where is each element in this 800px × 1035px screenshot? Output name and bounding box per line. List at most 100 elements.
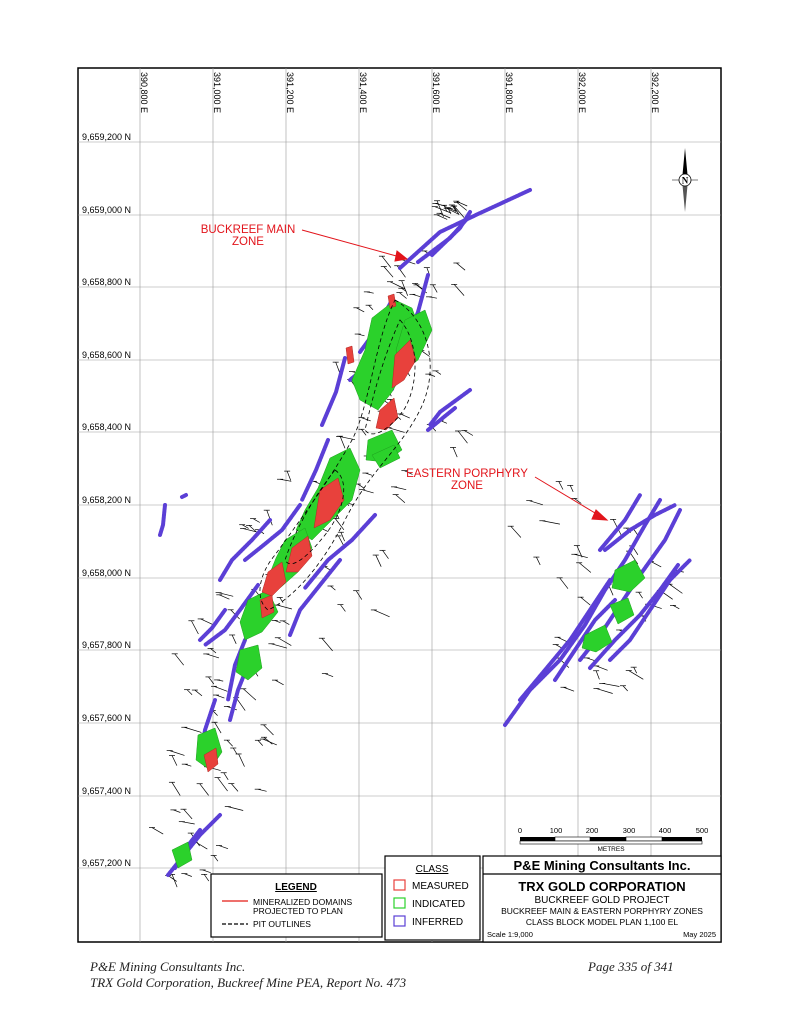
drillhole-trace bbox=[217, 777, 228, 792]
drillhole-trace bbox=[628, 670, 644, 680]
drillhole-trace bbox=[171, 782, 181, 796]
scale-tick-label: 400 bbox=[659, 826, 672, 835]
drillhole-trace bbox=[324, 673, 334, 678]
drillhole-trace bbox=[231, 783, 239, 792]
drillhole-trace bbox=[279, 597, 284, 603]
drillhole-trace bbox=[596, 665, 608, 671]
drillhole-trace bbox=[206, 653, 220, 659]
drillhole-trace bbox=[602, 682, 620, 687]
scale-tick-label: 0 bbox=[518, 826, 522, 835]
northing-label: 9,657,200 N bbox=[82, 858, 131, 868]
drillhole-trace bbox=[335, 362, 341, 374]
drillhole-trace bbox=[355, 590, 363, 600]
drillhole-trace bbox=[194, 689, 203, 697]
easting-label: 391,000 E bbox=[212, 72, 222, 113]
easting-label: 391,400 E bbox=[358, 72, 368, 113]
drillhole-trace bbox=[173, 809, 181, 813]
easting-label: 390,800 E bbox=[139, 72, 149, 113]
drillhole-trace bbox=[557, 636, 568, 643]
drillhole-trace bbox=[183, 808, 193, 820]
drillhole-trace bbox=[252, 518, 260, 523]
drillhole-trace bbox=[243, 688, 257, 701]
drillhole-trace bbox=[263, 724, 274, 736]
drillhole-trace bbox=[361, 417, 371, 422]
drillhole-trace bbox=[576, 545, 583, 558]
drillhole-trace bbox=[457, 430, 468, 444]
drillhole-trace bbox=[373, 609, 390, 618]
drillhole-trace bbox=[223, 772, 229, 780]
drillhole-trace bbox=[277, 637, 292, 646]
northing-label: 9,658,600 N bbox=[82, 350, 131, 360]
drillhole-trace bbox=[563, 686, 575, 692]
drillhole-trace bbox=[383, 266, 394, 278]
drillhole-trace bbox=[218, 845, 229, 850]
drillhole-trace bbox=[324, 566, 331, 571]
drillhole-trace bbox=[393, 486, 407, 491]
drillhole-trace bbox=[282, 620, 290, 625]
legend-mineralized-label: MINERALIZED DOMAINS bbox=[253, 897, 353, 907]
drillhole-trace bbox=[339, 436, 346, 449]
drillhole-trace bbox=[558, 481, 564, 490]
inferred-blocks bbox=[158, 188, 692, 877]
drillhole-trace bbox=[404, 470, 413, 475]
northing-label: 9,659,200 N bbox=[82, 132, 131, 142]
drillhole-trace bbox=[241, 524, 249, 529]
main-zone-label: BUCKREEF MAIN bbox=[201, 224, 296, 236]
drillhole-trace bbox=[510, 525, 522, 538]
drillhole-trace bbox=[257, 740, 263, 746]
easting-label: 392,200 E bbox=[650, 72, 660, 113]
drillhole-trace bbox=[574, 553, 588, 559]
drillhole-trace bbox=[452, 447, 458, 458]
legend-pit-label: PIT OUTLINES bbox=[253, 919, 311, 929]
easting-label: 391,600 E bbox=[431, 72, 441, 113]
drillhole-trace bbox=[184, 726, 202, 733]
drillhole-trace bbox=[381, 255, 392, 268]
drillhole-trace bbox=[399, 292, 407, 299]
drillhole-trace bbox=[453, 205, 465, 218]
class-legend-item: MEASURED bbox=[412, 881, 469, 892]
class-legend-title: CLASS bbox=[416, 864, 449, 875]
drillhole-trace bbox=[456, 202, 467, 211]
drillhole-trace bbox=[529, 500, 544, 506]
drillhole-trace bbox=[200, 618, 214, 625]
drillhole-trace bbox=[669, 583, 683, 594]
drillhole-trace bbox=[436, 214, 448, 220]
drillhole-trace bbox=[203, 874, 210, 882]
date-text: May 2025 bbox=[683, 930, 716, 939]
drillhole-trace bbox=[151, 827, 164, 835]
drillhole-trace bbox=[439, 212, 451, 219]
drillhole-trace bbox=[214, 722, 222, 734]
drillhole-trace bbox=[536, 556, 541, 566]
drillhole-trace bbox=[580, 596, 591, 606]
northing-label: 9,657,800 N bbox=[82, 640, 131, 650]
drillhole-trace bbox=[274, 620, 281, 624]
drillhole-trace bbox=[271, 643, 287, 649]
drillhole-trace bbox=[257, 788, 267, 792]
drillhole-trace bbox=[435, 370, 442, 375]
drillhole-trace bbox=[586, 657, 596, 662]
drillhole-trace bbox=[428, 373, 436, 377]
drillhole-trace bbox=[227, 806, 244, 811]
legend-title: LEGEND bbox=[275, 882, 317, 893]
legend-box: LEGEND MINERALIZED DOMAINS PROJECTED TO … bbox=[210, 873, 383, 938]
drillhole-trace bbox=[650, 561, 662, 568]
drillhole-trace bbox=[435, 203, 447, 207]
drillhole-trace bbox=[199, 783, 209, 796]
drillhole-trace bbox=[456, 200, 468, 207]
drillhole-trace bbox=[215, 694, 225, 699]
drillhole-trace bbox=[212, 710, 218, 716]
class-legend-item: INDICATED bbox=[412, 899, 465, 910]
drillhole-trace bbox=[365, 472, 373, 476]
drillhole-trace bbox=[181, 821, 195, 825]
drillhole-trace bbox=[368, 304, 374, 311]
drillhole-trace bbox=[226, 739, 233, 747]
drillhole-trace bbox=[361, 429, 367, 436]
scale-tick-label: 200 bbox=[586, 826, 599, 835]
drillhole-trace bbox=[335, 518, 345, 531]
northing-label: 9,658,400 N bbox=[82, 422, 131, 432]
drillhole-trace bbox=[231, 634, 237, 644]
drillhole-trace bbox=[443, 205, 448, 212]
project-name: BUCKREEF GOLD PROJECT bbox=[534, 895, 669, 906]
footer-page-number: Page 335 of 341 bbox=[588, 959, 674, 974]
